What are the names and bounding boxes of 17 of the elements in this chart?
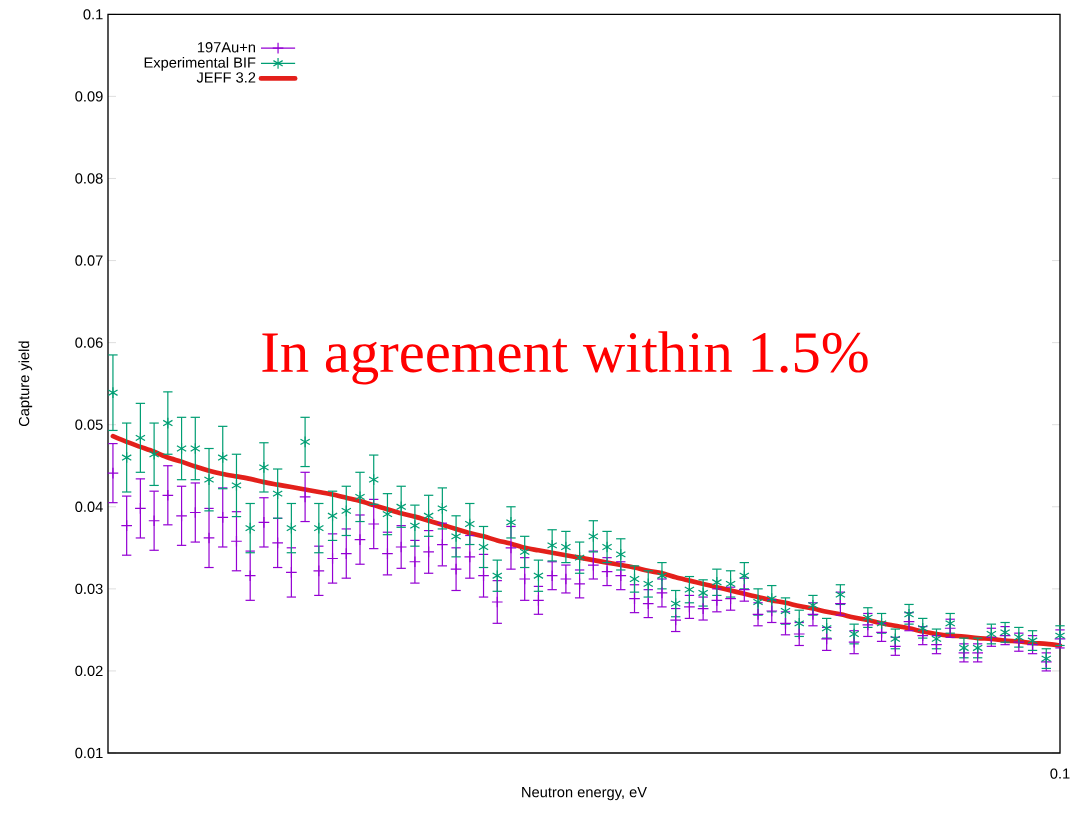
- legend-label: Experimental BIF: [144, 56, 256, 71]
- legend-label: 197Au+n: [197, 42, 255, 53]
- y-tick-label: 0.08: [75, 173, 103, 184]
- y-tick-label: 0.09: [75, 91, 103, 102]
- x-axis-title: Neutron energy, eV: [522, 787, 647, 801]
- y-tick-label: 0.01: [75, 747, 103, 759]
- y-tick-label: 0.05: [75, 419, 103, 430]
- y-tick-label: 0.02: [75, 665, 103, 677]
- annotation: In agreement within 1.5%: [262, 331, 868, 385]
- y-tick-label: 0.04: [75, 501, 103, 512]
- y-tick-label: 0.1: [83, 9, 103, 20]
- y-axis-title: Capture yield: [18, 341, 33, 427]
- legend-label: JEFF 3.2: [196, 72, 256, 83]
- y-tick-label: 0.06: [75, 337, 103, 348]
- y-tick-label: 0.07: [75, 255, 103, 266]
- text: 0.1: [1050, 768, 1070, 779]
- y-tick-label: 0.03: [75, 583, 103, 595]
